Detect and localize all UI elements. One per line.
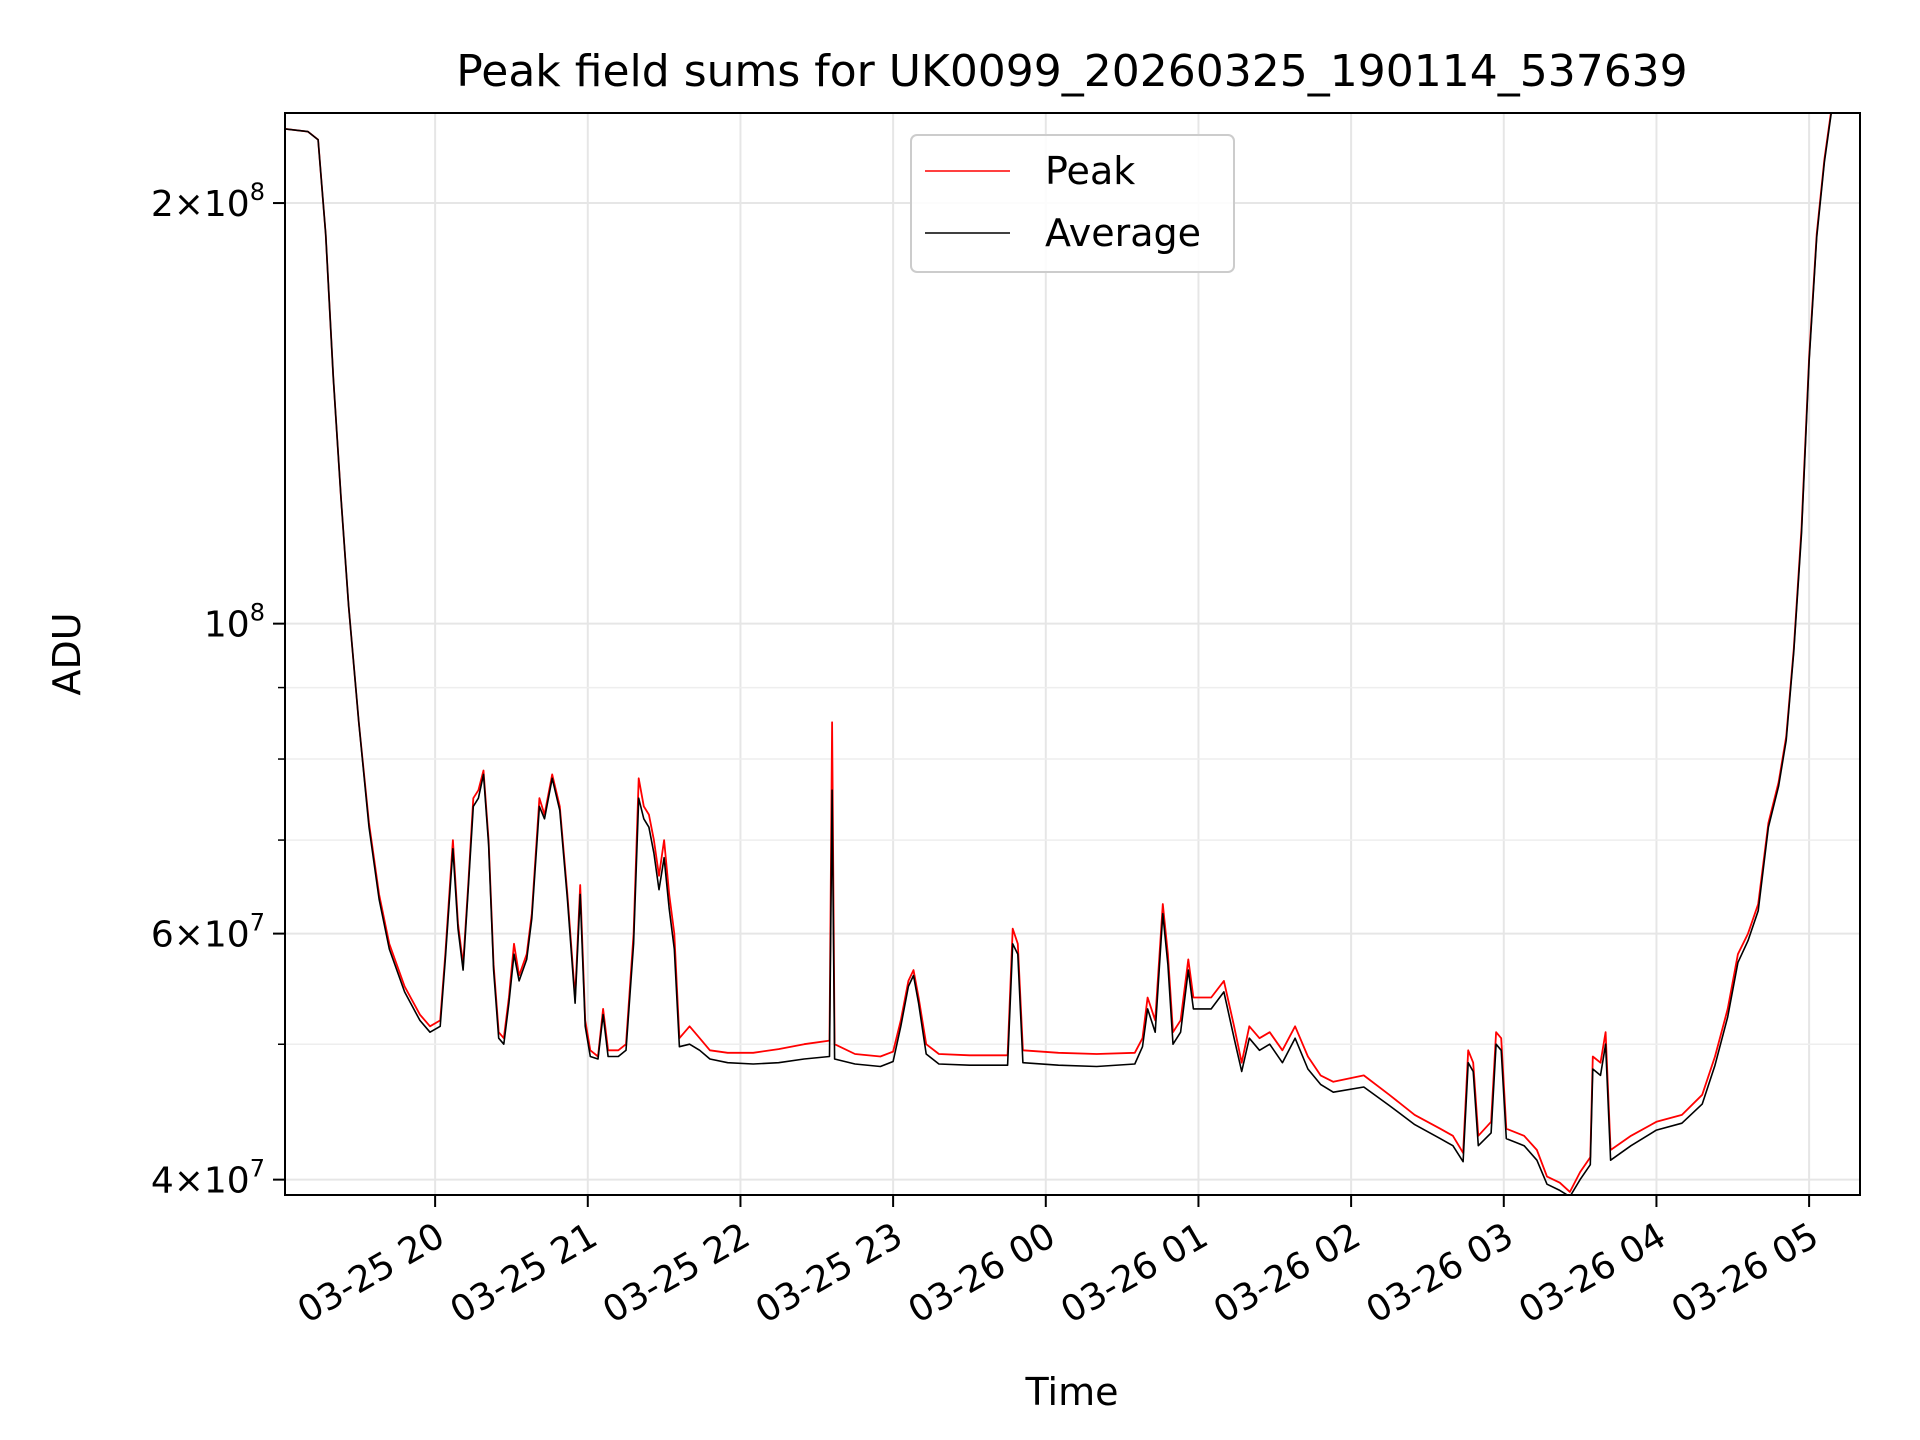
y-tick-label: 4×107: [151, 1155, 265, 1202]
y-tick-label: 108: [204, 599, 265, 646]
legend-box: [910, 134, 1235, 273]
legend-label-peak: Peak: [1045, 149, 1135, 193]
y-axis-label: ADU: [45, 612, 89, 695]
legend: Peak Average: [910, 134, 1235, 273]
legend-label-average: Average: [1045, 211, 1201, 255]
y-axis-ticks: 4×107 6×107 108 2×108: [151, 178, 285, 1202]
y-tick-label: 6×107: [151, 909, 265, 956]
x-axis-label: Time: [1025, 1370, 1119, 1414]
y-tick-label: 2×108: [151, 178, 265, 225]
plot-frame: [284, 112, 1861, 1196]
series-lines: [285, 113, 1833, 1195]
chart-title: Peak field sums for UK0099_20260325_1901…: [456, 46, 1687, 97]
series-line-average: [285, 113, 1833, 1195]
